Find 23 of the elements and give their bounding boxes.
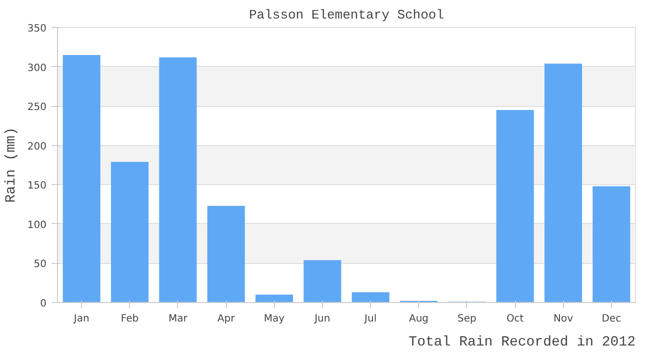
chart-title: Palsson Elementary School (248, 8, 444, 22)
x-tick-label: Dec (602, 314, 622, 324)
x-tick-label: Nov (553, 314, 574, 324)
y-tick-label: 350 (27, 24, 47, 34)
x-tick-label: Jan (72, 314, 90, 324)
y-axis-title: Rain (mm) (3, 127, 20, 203)
x-tick-label: Feb (120, 314, 139, 324)
y-tick-label: 100 (27, 220, 47, 231)
x-tick-label: Apr (217, 314, 236, 324)
x-tick-label: Oct (506, 314, 524, 324)
text: Total Rain Recorded in 2012 (408, 334, 636, 350)
x-tick-label: Aug (408, 314, 429, 324)
y-tick-label: 150 (27, 180, 47, 192)
x-tick-label: Jul (364, 314, 377, 324)
y-tick-label: 50 (34, 259, 47, 270)
y-tick-label: 200 (27, 141, 47, 152)
x-tick-label: Sep (457, 314, 476, 324)
x-tick-label: Jun (314, 314, 330, 324)
y-tick-label: 300 (27, 62, 47, 74)
x-tick-label: Mar (168, 314, 188, 324)
y-tick-label: 0 (40, 298, 47, 310)
y-tick-label: 250 (27, 102, 47, 114)
x-tick-label: May (264, 314, 285, 324)
